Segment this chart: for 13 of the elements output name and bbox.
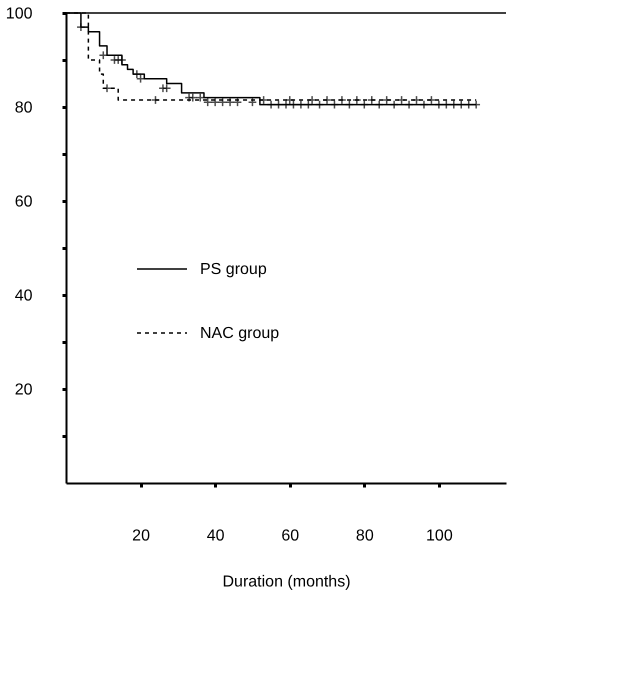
y-tick-label: 60 (14, 194, 33, 210)
legend-label: NAC group (200, 325, 280, 342)
y-tick-label: 20 (14, 382, 33, 398)
x-tick-label: 20 (132, 528, 150, 544)
y-tick-label: 80 (14, 100, 33, 116)
y-tick-label: 100 (6, 6, 33, 22)
x-tick-label: 60 (281, 528, 300, 544)
y-tick-label: 40 (14, 288, 33, 304)
x-axis-title: Duration (months) (222, 574, 351, 590)
x-tick-label: 80 (356, 528, 374, 544)
x-tick-label: 40 (206, 528, 225, 544)
legend-label: PS group (200, 261, 267, 278)
x-tick-label: 100 (426, 528, 453, 544)
